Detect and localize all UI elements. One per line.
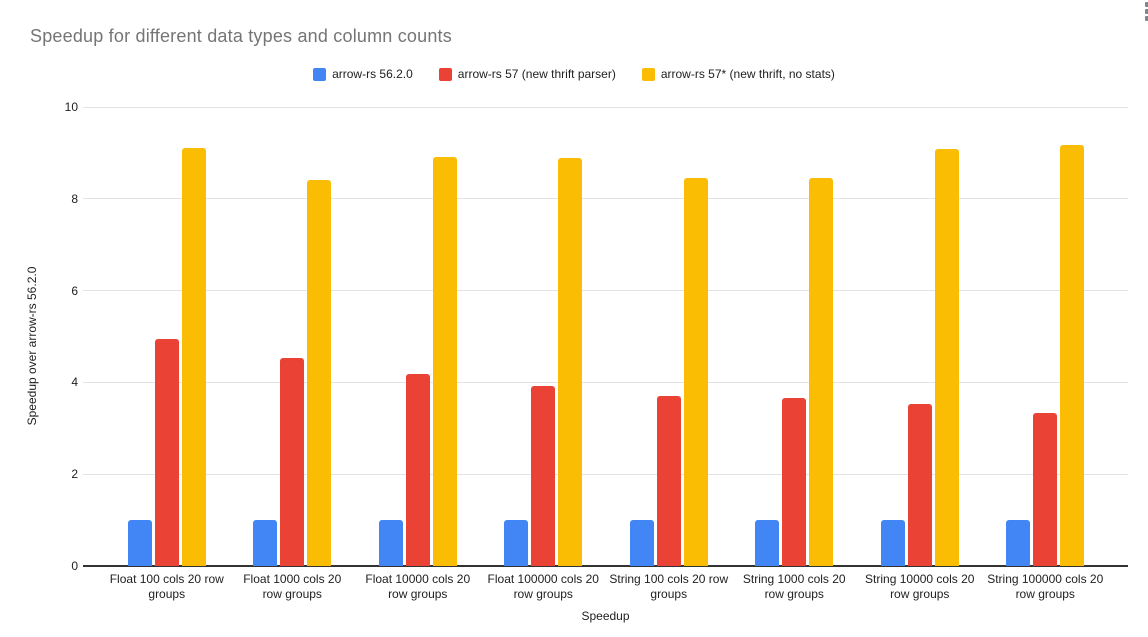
bar [683, 177, 708, 566]
kebab-menu-icon[interactable] [1145, 2, 1148, 21]
x-category-label: Float 10000 cols 20 row groups [365, 572, 471, 601]
bar [1033, 412, 1058, 566]
gridline [83, 473, 1128, 475]
legend-item: arrow-rs 57 (new thrift parser) [438, 67, 616, 81]
gridline [83, 106, 1128, 108]
bar [504, 520, 529, 566]
y-tick-label: 6 [71, 283, 78, 298]
bar [127, 520, 152, 566]
bar-group [104, 107, 230, 566]
bar [154, 338, 179, 566]
legend-item: arrow-rs 57* (new thrift, no stats) [641, 67, 835, 81]
bar [432, 156, 457, 566]
x-axis-line [83, 565, 1128, 567]
bar [1006, 520, 1031, 566]
bar [405, 374, 430, 566]
kebab-dot [1145, 2, 1148, 7]
x-category-label: Float 100000 cols 20 row groups [487, 572, 599, 601]
chart-title: Speedup for different data types and col… [30, 26, 452, 46]
bar [378, 520, 403, 566]
bar [558, 158, 583, 566]
x-category-label: Float 1000 cols 20 row groups [243, 572, 342, 601]
bar [280, 358, 305, 566]
y-axis-title: Speedup over arrow-rs 56.2.0 [25, 266, 39, 426]
bar-group [230, 107, 356, 566]
y-tick-label: 8 [71, 191, 78, 206]
bar [531, 386, 556, 566]
x-category-label: String 100000 cols 20 row groups [987, 572, 1104, 601]
bar [782, 398, 807, 566]
bar [809, 177, 834, 566]
bar [253, 520, 278, 566]
bar [934, 149, 959, 566]
chart-legend: arrow-rs 56.2.0 arrow-rs 57 (new thrift p… [0, 66, 1148, 82]
x-category-label: String 1000 cols 20 row groups [742, 572, 846, 601]
gridline [83, 198, 1128, 200]
bar-group [983, 107, 1109, 566]
gridline [83, 290, 1128, 292]
legend-swatch-icon [438, 67, 452, 81]
y-tick-label: 2 [71, 467, 78, 482]
bar [307, 179, 332, 566]
legend-swatch-icon [641, 67, 655, 81]
legend-label: arrow-rs 57 (new thrift parser) [457, 67, 616, 81]
legend-label: arrow-rs 56.2.0 [332, 67, 413, 81]
x-category-label: Float 100 cols 20 row groups [109, 572, 224, 601]
bar-group [481, 107, 607, 566]
bar [1060, 144, 1085, 566]
x-axis-title: Speedup [581, 609, 630, 623]
legend-label: arrow-rs 57* (new thrift, no stats) [660, 67, 835, 81]
gridline [83, 381, 1128, 383]
bar [656, 396, 681, 566]
y-tick-label: 4 [71, 375, 78, 390]
bar-group [606, 107, 732, 566]
bar [907, 404, 932, 566]
bar [181, 148, 206, 566]
x-category-label: String 100 cols 20 row groups [609, 572, 729, 601]
y-tick-label: 0 [71, 559, 78, 573]
legend-swatch-icon [313, 67, 327, 81]
bar [755, 520, 780, 566]
bar-group [732, 107, 858, 566]
bar-group [355, 107, 481, 566]
bar [629, 520, 654, 566]
x-category-label: String 10000 cols 20 row groups [865, 572, 975, 601]
kebab-dot [1145, 9, 1148, 14]
bar-group [857, 107, 983, 566]
y-tick-label: 10 [64, 100, 78, 114]
bar [880, 520, 905, 566]
kebab-dot [1145, 16, 1148, 21]
legend-item: arrow-rs 56.2.0 [313, 67, 413, 81]
